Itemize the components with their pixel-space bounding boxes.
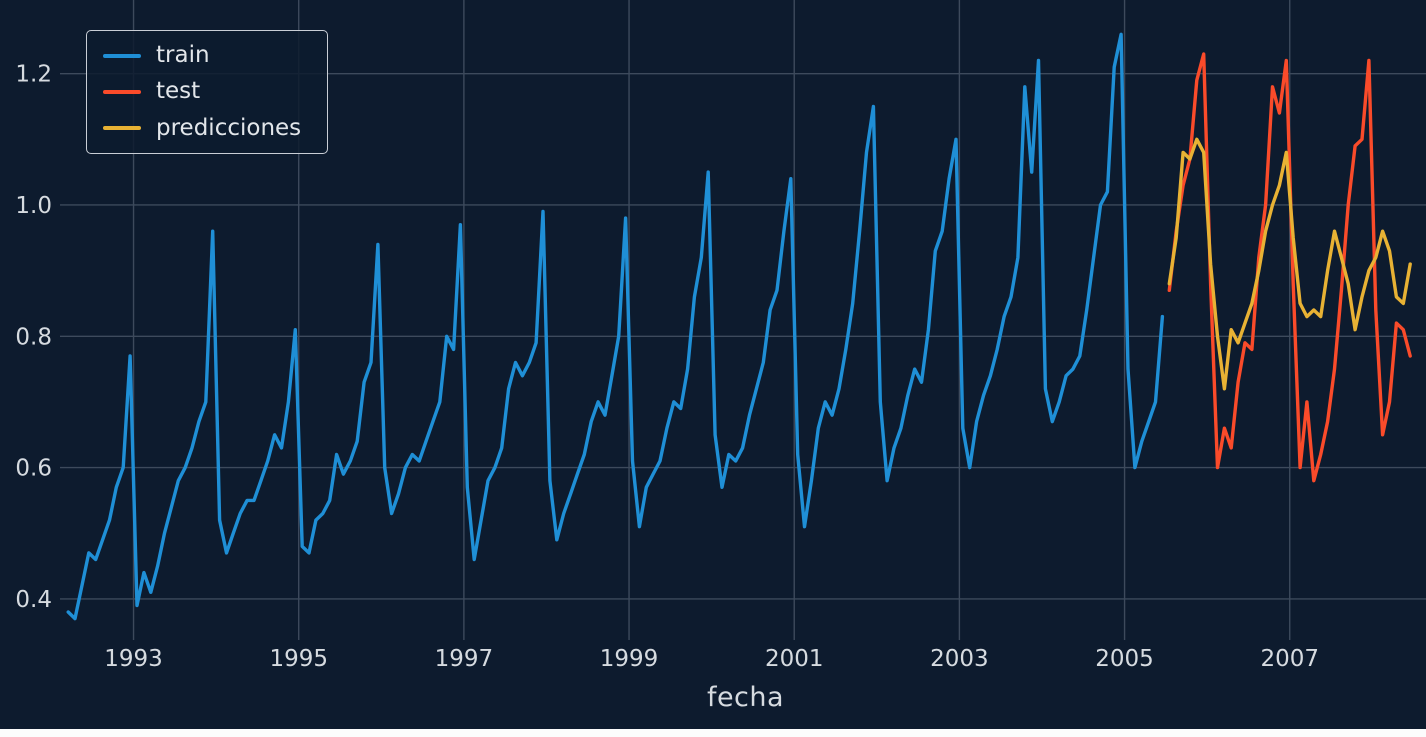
- x-tick-label: 2005: [1095, 646, 1154, 672]
- legend-label: predicciones: [156, 114, 302, 141]
- x-tick-label: 1997: [435, 646, 494, 672]
- x-tick-label: 1999: [600, 646, 659, 672]
- x-tick-label: 2001: [765, 646, 824, 672]
- x-tick-label: 1995: [269, 646, 328, 672]
- legend-label: test: [156, 78, 201, 105]
- x-tick-label: 2007: [1260, 646, 1319, 672]
- legend: train test predicciones: [86, 30, 329, 154]
- series-line-predicciones: [1167, 137, 1412, 391]
- legend-item-train: train: [103, 42, 301, 68]
- x-axis-label: fecha: [706, 682, 785, 713]
- y-tick-label: 0.8: [15, 324, 52, 350]
- y-tick-label: 0.6: [15, 456, 52, 482]
- series-line-train: [66, 32, 1165, 621]
- y-tick-label: 0.4: [15, 587, 52, 613]
- bottom-whitespace: [0, 729, 1426, 737]
- legend-swatch-predicciones: [103, 126, 141, 131]
- legend-label: train: [156, 42, 210, 68]
- legend-swatch-train: [103, 53, 141, 58]
- legend-item-predicciones: predicciones: [103, 114, 302, 141]
- legend-item-test: test: [103, 78, 301, 105]
- y-tick-label: 1.0: [15, 193, 52, 219]
- x-tick-label: 1993: [104, 646, 163, 672]
- legend-swatch-test: [103, 89, 141, 94]
- x-tick-label: 2003: [930, 646, 989, 672]
- y-tick-label: 1.2: [15, 62, 52, 88]
- tick-labels: 1993 1995 1997 1999 2001 2003 2005 2007 0.4 0.6 0.…: [15, 62, 1319, 672]
